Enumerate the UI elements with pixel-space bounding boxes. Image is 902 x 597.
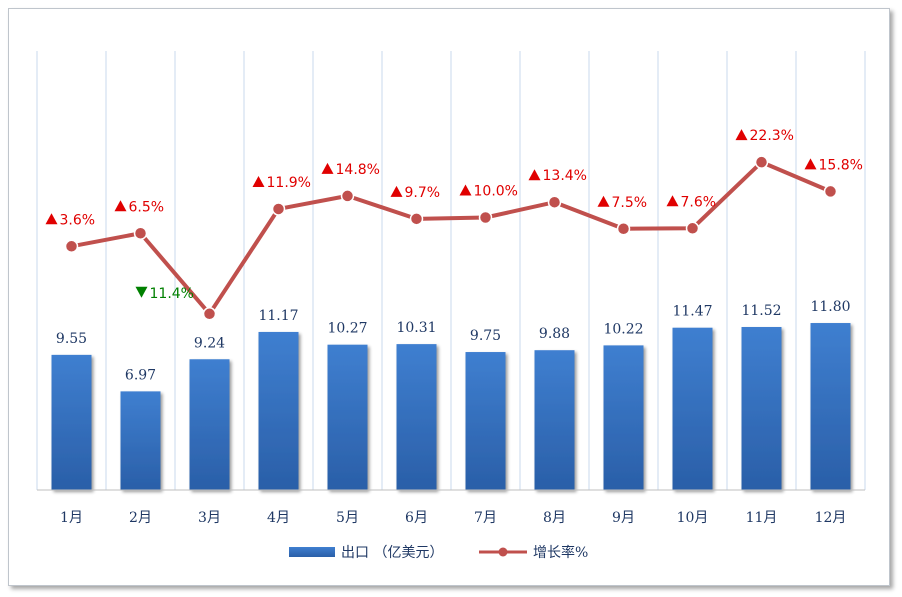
growth-point <box>202 307 217 321</box>
growth-rate-label: 15.8% <box>819 157 863 173</box>
growth-rate-label: 14.8% <box>336 162 380 178</box>
bar <box>51 354 92 490</box>
growth-point <box>340 189 355 203</box>
growth-rate-label: 13.4% <box>543 168 587 184</box>
x-tick-label: 4月 <box>267 510 290 526</box>
x-tick-label: 5月 <box>336 510 359 526</box>
x-tick-label: 12月 <box>815 510 847 526</box>
x-tick-label: 6月 <box>405 510 428 526</box>
x-tick-label: 9月 <box>612 510 635 526</box>
chart-frame: 1月 2月 3月 4月 5月 6月 7月 8月 9月 10月 11月 12月 9.55 6.97 9.24… <box>8 8 890 586</box>
bar <box>465 352 506 490</box>
growth-rate-label: 22.3% <box>750 128 794 144</box>
x-tick-label: 3月 <box>198 510 221 526</box>
up-triangle-icon <box>735 129 748 141</box>
bar <box>396 344 437 490</box>
bar-value-label: 9.75 <box>470 328 501 344</box>
export-chart: 1月 2月 3月 4月 5月 6月 7月 8月 9月 10月 11月 12月 9.55 6.97 9.24… <box>36 51 866 561</box>
x-tick-label: 7月 <box>474 510 497 526</box>
bar <box>603 345 644 490</box>
data-labels: 9.55 6.97 9.24 11.17 10.27 10.31 9.75 9.88 10.22… <box>45 128 863 383</box>
growth-line <box>64 155 838 321</box>
growth-rate-label: 10.0% <box>474 184 518 200</box>
growth-rate-label: 11.4% <box>150 286 194 302</box>
growth-point <box>133 226 148 240</box>
bar <box>120 391 161 490</box>
growth-point <box>271 202 286 216</box>
x-tick-label: 10月 <box>677 510 709 526</box>
bar <box>741 326 782 490</box>
bar-value-label: 11.52 <box>741 303 781 319</box>
growth-point <box>547 195 562 209</box>
growth-line-path <box>71 160 832 316</box>
x-tick-label: 2月 <box>129 510 152 526</box>
up-triangle-icon <box>114 200 127 212</box>
growth-rate-label: 9.7% <box>405 185 441 201</box>
bar-value-label: 11.17 <box>258 308 298 324</box>
gridlines <box>36 51 866 490</box>
up-triangle-icon <box>45 213 58 225</box>
growth-rate-label: 7.5% <box>612 195 648 211</box>
up-triangle-icon <box>390 185 403 197</box>
growth-point <box>823 184 838 199</box>
up-triangle-icon <box>597 195 610 207</box>
bar <box>189 359 230 490</box>
growth-point <box>409 212 424 226</box>
bars <box>51 323 851 490</box>
growth-point <box>616 222 631 236</box>
growth-rate-label: 7.6% <box>681 194 717 210</box>
x-tick-label: 8月 <box>543 510 566 526</box>
bar-value-label: 9.55 <box>56 331 87 347</box>
growth-rate-label: 11.9% <box>267 175 311 191</box>
bar-value-label: 11.47 <box>672 304 712 320</box>
bar-value-label: 9.24 <box>194 335 225 351</box>
down-triangle-icon <box>135 286 148 298</box>
growth-point <box>685 221 700 236</box>
up-triangle-icon <box>459 184 472 196</box>
bar <box>327 344 368 490</box>
up-triangle-icon <box>321 162 334 174</box>
up-triangle-icon <box>252 175 265 187</box>
growth-rate-label: 3.6% <box>60 212 96 228</box>
legend-bar-label: 出口 （亿美元） <box>341 545 443 561</box>
x-tick-label: 1月 <box>60 510 83 526</box>
bar <box>810 323 851 490</box>
up-triangle-icon <box>666 195 679 207</box>
bar <box>258 331 299 490</box>
x-tick-label: 11月 <box>746 510 778 526</box>
bar <box>672 327 713 490</box>
growth-point <box>478 210 493 225</box>
bar-value-label: 10.27 <box>327 321 367 337</box>
up-triangle-icon <box>528 169 541 181</box>
legend-line-label: 增长率% <box>533 544 588 561</box>
bar-value-label: 10.31 <box>396 320 436 336</box>
bar <box>534 350 575 490</box>
bar-value-label: 6.97 <box>125 367 156 383</box>
legend-bar-swatch <box>289 547 335 557</box>
growth-point <box>64 239 79 254</box>
up-triangle-icon <box>804 158 817 170</box>
growth-point <box>754 155 769 169</box>
bar-value-label: 10.22 <box>603 321 643 337</box>
legend-line-marker <box>498 547 508 557</box>
bar-value-label: 11.80 <box>810 299 850 315</box>
x-axis: 1月 2月 3月 4月 5月 6月 7月 8月 9月 10月 11月 12月 <box>37 489 865 526</box>
growth-rate-label: 6.5% <box>129 199 165 215</box>
legend: 出口 （亿美元） 增长率% <box>289 544 588 561</box>
bar-value-label: 9.88 <box>539 326 570 342</box>
